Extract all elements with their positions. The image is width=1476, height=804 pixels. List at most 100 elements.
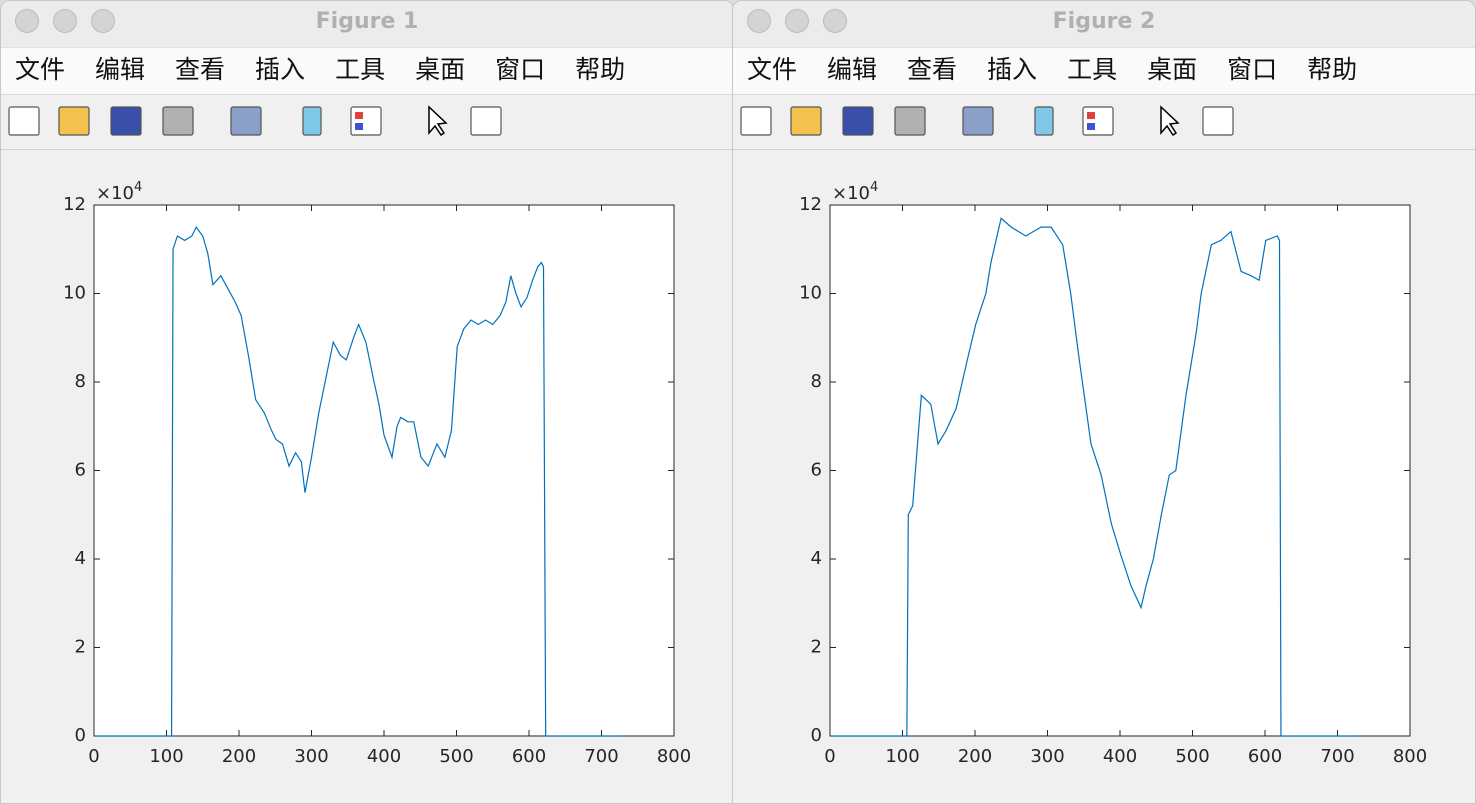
y-tick-label: 6 (811, 460, 822, 481)
plot-area (93, 204, 675, 737)
x-tick-label: 300 (294, 746, 328, 767)
y-tick-label: 0 (811, 725, 822, 746)
x-tick-label: 100 (885, 746, 919, 767)
toolbar-button[interactable] (894, 106, 926, 136)
axis-multiplier-exponent: 4 (134, 180, 142, 195)
x-tick-label: 800 (1393, 746, 1427, 767)
toolbar (1, 95, 733, 150)
axis-multiplier-exponent: 4 (870, 180, 878, 195)
axis-multiplier: ×104 (832, 180, 878, 205)
menu-item[interactable]: 工具 (1067, 55, 1118, 84)
toolbar-button[interactable] (428, 105, 448, 137)
toolbar (733, 95, 1475, 150)
title-bar: Figure 2 (733, 1, 1475, 47)
x-tick-label: 0 (824, 746, 835, 767)
icon (230, 106, 262, 136)
x-tick-label: 400 (1103, 746, 1137, 767)
icon (842, 106, 874, 136)
menu-item[interactable]: 文件 (747, 55, 798, 84)
y-tick-label: 8 (75, 371, 86, 392)
y-tick-label: 4 (75, 548, 86, 569)
icon (58, 106, 90, 136)
x-tick-label: 600 (1248, 746, 1282, 767)
icon (1034, 106, 1054, 136)
menu-item[interactable]: 编辑 (827, 55, 878, 84)
toolbar-button[interactable] (302, 106, 322, 136)
axis-multiplier-base: ×10 (832, 183, 870, 204)
y-tick-label: 2 (75, 637, 86, 658)
toolbar-button[interactable] (350, 106, 382, 136)
toolbar-button[interactable] (230, 106, 262, 136)
menu-item[interactable]: 帮助 (1307, 55, 1358, 84)
window-controls[interactable] (15, 9, 129, 37)
menu-item[interactable]: 窗口 (1227, 55, 1278, 84)
x-tick-label: 500 (1175, 746, 1209, 767)
icon (790, 106, 822, 136)
y-tick-label: 6 (75, 460, 86, 481)
y-tick-label: 12 (799, 194, 822, 215)
icon (110, 106, 142, 136)
icon (1082, 106, 1114, 136)
toolbar-button[interactable] (162, 106, 194, 136)
figure-window: Figure 1 文件 编辑 查看 插入 工具 桌面 窗口 帮助 0 2 4 6 8 10 12 0 100 2… (0, 0, 734, 804)
toolbar-button[interactable] (110, 106, 142, 136)
window-title: Figure 2 (1052, 9, 1156, 34)
toolbar-button[interactable] (842, 106, 874, 136)
menu-bar: 文件 编辑 查看 插入 工具 桌面 窗口 帮助 (1, 47, 733, 95)
y-tick-label: 10 (63, 283, 86, 304)
toolbar-button[interactable] (1160, 105, 1180, 137)
menu-item[interactable]: 文件 (15, 55, 66, 84)
x-tick-label: 200 (222, 746, 256, 767)
x-tick-label: 300 (1030, 746, 1064, 767)
axis-multiplier: ×104 (96, 180, 142, 205)
menu-item[interactable]: 桌面 (415, 55, 466, 84)
icon (740, 106, 772, 136)
data-line (94, 225, 620, 737)
icon (302, 106, 322, 136)
x-tick-label: 700 (584, 746, 618, 767)
menu-item[interactable]: 桌面 (1147, 55, 1198, 84)
window-title: Figure 1 (315, 9, 419, 34)
menu-item[interactable]: 帮助 (575, 55, 626, 84)
menu-item[interactable]: 查看 (175, 55, 226, 84)
x-tick-label: 0 (88, 746, 99, 767)
window-controls[interactable] (747, 9, 861, 37)
toolbar-button[interactable] (1082, 106, 1114, 136)
menu-item[interactable]: 查看 (907, 55, 958, 84)
menu-item[interactable]: 编辑 (95, 55, 146, 84)
toolbar-button[interactable] (740, 106, 772, 136)
icon (162, 106, 194, 136)
icon (470, 106, 502, 136)
y-tick-label: 12 (63, 194, 86, 215)
x-tick-label: 500 (439, 746, 473, 767)
menu-item[interactable]: 窗口 (495, 55, 546, 84)
menu-item[interactable]: 工具 (335, 55, 386, 84)
toolbar-button[interactable] (962, 106, 994, 136)
x-tick-label: 200 (958, 746, 992, 767)
toolbar-button[interactable] (470, 106, 502, 136)
icon (894, 106, 926, 136)
menu-bar: 文件 编辑 查看 插入 工具 桌面 窗口 帮助 (733, 47, 1475, 95)
y-tick-label: 0 (75, 725, 86, 746)
toolbar-button[interactable] (58, 106, 90, 136)
toolbar-button[interactable] (8, 106, 40, 136)
x-tick-label: 100 (149, 746, 183, 767)
x-tick-label: 600 (512, 746, 546, 767)
axis-multiplier-base: ×10 (96, 183, 134, 204)
y-tick-label: 2 (811, 637, 822, 658)
x-tick-label: 800 (657, 746, 691, 767)
menu-item[interactable]: 插入 (987, 55, 1038, 84)
menu-item[interactable]: 插入 (255, 55, 306, 84)
icon (8, 106, 40, 136)
x-tick-label: 700 (1320, 746, 1354, 767)
icon (428, 105, 448, 137)
y-tick-label: 4 (811, 548, 822, 569)
toolbar-button[interactable] (1202, 106, 1234, 136)
toolbar-button[interactable] (1034, 106, 1054, 136)
plot-area (829, 204, 1411, 737)
y-tick-label: 10 (799, 283, 822, 304)
toolbar-button[interactable] (790, 106, 822, 136)
